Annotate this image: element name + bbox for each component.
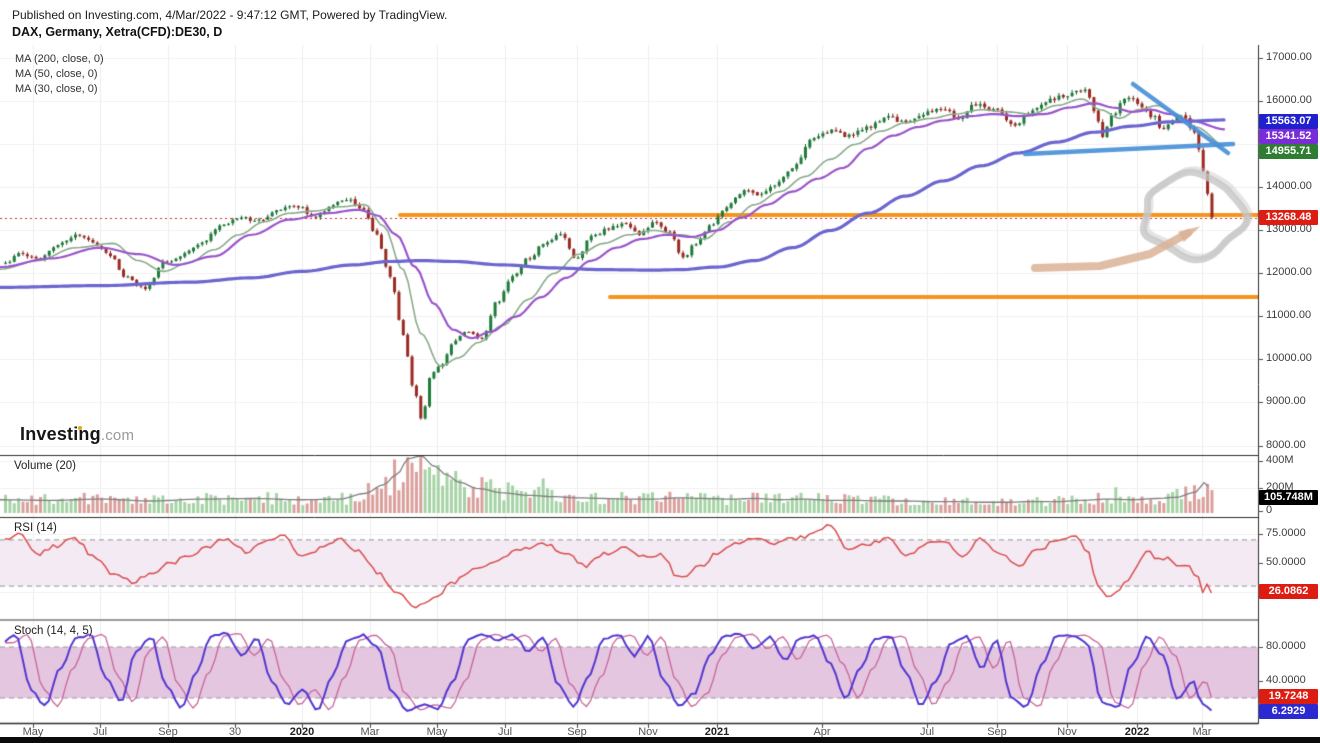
legend-ma50: MA (50, close, 0) <box>15 68 98 80</box>
volume-axis-tick-label: 0 <box>1266 504 1273 516</box>
x-axis-month-label: Sep <box>158 726 178 738</box>
stoch-k-value-badge: 6.2929 <box>1259 704 1318 719</box>
rsi-value-badge: 26.0862 <box>1259 584 1318 599</box>
investing-watermark: Investing.com <box>20 424 134 445</box>
rsi-axis-tick-label: 50.0000 <box>1266 556 1306 568</box>
y-axis-tick-label: 10000.00 <box>1266 352 1312 364</box>
x-axis-month-label: Jul <box>92 726 108 738</box>
y-axis-tick-label: 14000.00 <box>1266 180 1312 192</box>
stoch-axis-tick-label: 80.0000 <box>1266 640 1306 652</box>
stoch-pane-label: Stoch (14, 4, 5) <box>14 625 93 637</box>
y-axis-tick-label: 8000.00 <box>1266 439 1306 451</box>
y-axis-tick-label: 13000.00 <box>1266 223 1312 235</box>
x-axis-month-label: Sep <box>987 726 1007 738</box>
watermark-brand: Investing <box>20 424 101 444</box>
ma30-value-badge: 14955.71 <box>1259 144 1318 159</box>
y-axis-tick-label: 17000.00 <box>1266 51 1312 63</box>
x-axis-month-label: Jul <box>497 726 513 738</box>
x-axis-month-label: May <box>426 726 448 738</box>
y-axis-tick-label: 12000.00 <box>1266 266 1312 278</box>
x-axis-year-label: 2022 <box>1124 726 1150 738</box>
symbol-title: DAX, Germany, Xetra(CFD):DE30, D <box>12 25 223 39</box>
bottom-black-bar <box>0 737 1320 743</box>
x-axis-month-label: Nov <box>638 726 658 738</box>
x-axis-year-label: 2021 <box>704 726 730 738</box>
rsi-axis-tick-label: 75.0000 <box>1266 527 1306 539</box>
published-line: Published on Investing.com, 4/Mar/2022 -… <box>12 8 448 22</box>
last-price-badge: 13268.48 <box>1259 210 1318 225</box>
stoch-axis-tick-label: 40.0000 <box>1266 674 1306 686</box>
x-axis-month-label: May <box>22 726 44 738</box>
volume-axis-tick-label: 400M <box>1266 454 1294 466</box>
y-axis-tick-label: 9000.00 <box>1266 395 1306 407</box>
volume-pane-label: Volume (20) <box>14 460 77 472</box>
legend-ma30: MA (30, close, 0) <box>15 83 98 95</box>
ma200-value-badge: 15563.07 <box>1259 114 1318 129</box>
x-axis-month-label: Jul <box>919 726 935 738</box>
x-axis-month-label: 30 <box>228 726 242 738</box>
x-axis-month-label: Apr <box>813 726 831 738</box>
watermark-suffix: .com <box>100 427 135 444</box>
ma50-value-badge: 15341.52 <box>1259 129 1318 144</box>
y-axis-tick-label: 11000.00 <box>1266 309 1312 321</box>
rsi-pane-label: RSI (14) <box>14 522 57 534</box>
y-axis-tick-label: 16000.00 <box>1266 94 1312 106</box>
x-axis-month-label: Mar <box>1192 726 1212 738</box>
x-axis-month-label: Nov <box>1057 726 1077 738</box>
x-axis-year-label: 2020 <box>289 726 315 738</box>
x-axis-month-label: Sep <box>567 726 587 738</box>
x-axis-month-label: Mar <box>360 726 380 738</box>
volume-value-badge: 105.748M <box>1259 490 1318 505</box>
legend-ma200: MA (200, close, 0) <box>15 53 104 65</box>
stoch-d-value-badge: 19.7248 <box>1259 689 1318 704</box>
